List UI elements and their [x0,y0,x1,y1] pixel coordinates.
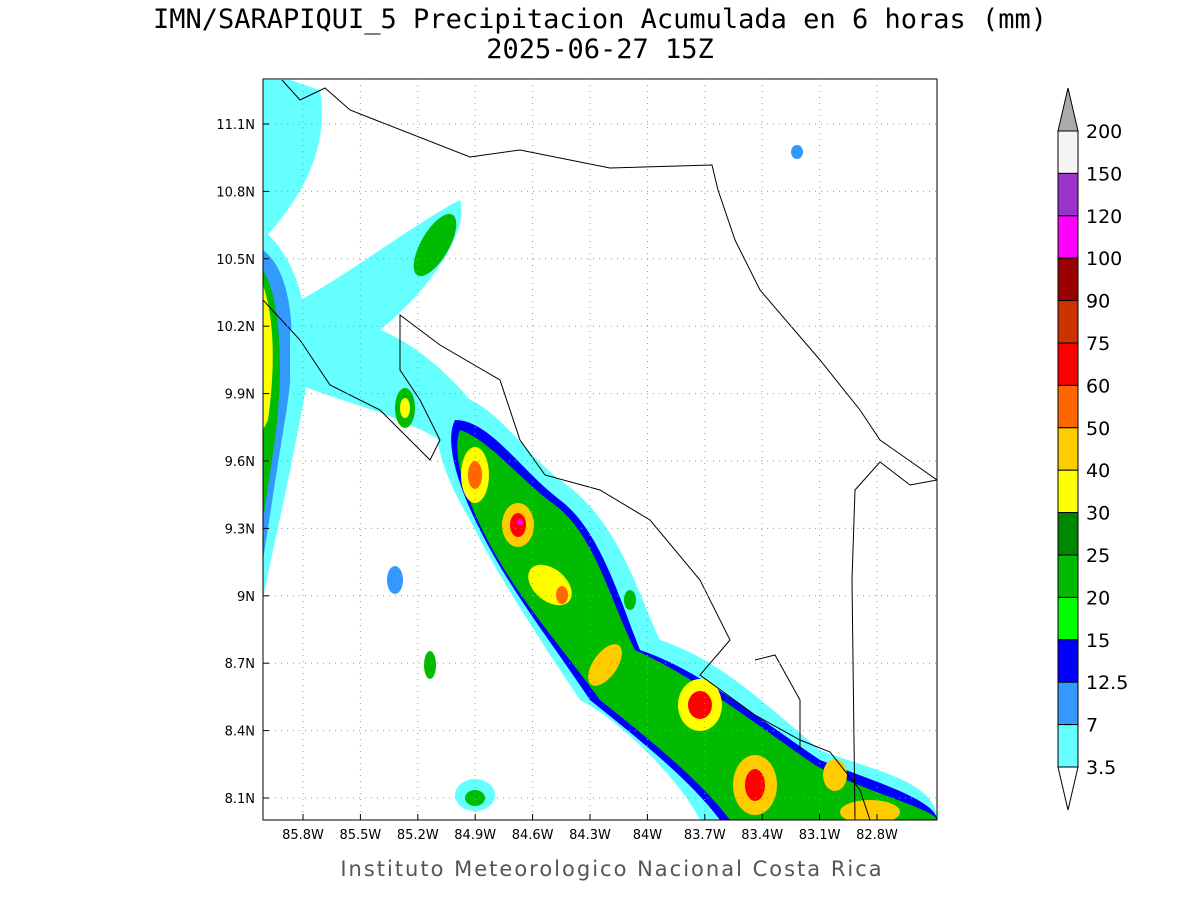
lon-label: 84.9W [454,828,496,843]
subtitle: 2025-06-27 15Z [486,34,714,65]
colorbar-label: 30 [1086,503,1110,525]
colorbar-under [1057,766,1079,811]
colorbar-label: 20 [1086,587,1110,609]
lat-label: 11.1N [216,118,255,133]
lat-label: 8.7N [225,657,255,672]
colorbar-label: 120 [1086,206,1122,228]
colorbar-label: 7 [1086,715,1098,737]
colorbar-box [1057,172,1079,217]
lon-label: 84.3W [569,828,611,843]
map-frame [262,78,938,821]
lat-label: 9.6N [225,455,255,470]
lat-label: 10.2N [216,320,255,335]
colorbar-box [1057,130,1079,174]
lat-label: 8.4N [225,725,255,740]
colorbar-box [1057,342,1079,386]
colorbar-label: 15 [1086,630,1110,652]
colorbar-label: 100 [1086,248,1122,270]
colorbar-label: 90 [1086,291,1110,313]
lat-label: 9.9N [225,388,255,403]
colorbar-label: 25 [1086,545,1110,567]
colorbar-box [1057,512,1079,556]
colorbar-box [1057,681,1079,726]
colorbar-label: 60 [1086,375,1110,397]
lat-label: 9.3N [225,522,255,537]
colorbar-box [1057,724,1079,768]
colorbar-box [1057,554,1079,598]
title: IMN/SARAPIQUI_5 Precipitacion Acumulada … [153,4,1047,35]
graticule: 85.8W 85.5W 85.2W 84.9W 84.6W 84.3W 84W 83.7W 83… [216,79,937,843]
lat-label: 8.1N [225,792,255,807]
lon-label: 85.5W [339,828,381,843]
lon-label: 83.4W [741,828,783,843]
lon-label: 83.7W [684,828,726,843]
lon-label: 83.1W [799,828,841,843]
colorbar-label: 40 [1086,460,1110,482]
lat-label: 10.8N [216,185,255,200]
colorbar-box [1057,384,1079,429]
colorbar-label: 200 [1086,121,1122,143]
lon-label: 84W [633,828,663,843]
colorbar-box [1057,215,1079,259]
colorbar-label: 12.5 [1086,672,1128,694]
colorbar-label: 75 [1086,333,1110,355]
colorbar-over [1057,87,1079,132]
colorbar-box [1057,596,1079,641]
colorbar-box [1057,639,1079,683]
colorbar-box [1057,300,1079,344]
coastlines [263,79,937,820]
colorbar-label: 50 [1086,418,1110,440]
lon-label: 85.8W [282,828,324,843]
precipitation-field [263,80,937,820]
colorbar-box [1057,469,1079,514]
colorbar-label: 150 [1086,163,1122,185]
lat-label: 9N [237,590,255,605]
colorbar-box [1057,257,1079,302]
colorbar: 200 150 120 100 90 75 60 50 40 30 25 20 15 12.5 7 3.5 [1057,87,1128,811]
lon-label: 82.8W [856,828,898,843]
lon-label: 85.2W [397,828,439,843]
footer: Instituto Meteorologico Nacional Costa R… [340,857,883,881]
colorbar-box [1057,427,1079,471]
lat-label: 10.5N [216,253,255,268]
colorbar-label: 3.5 [1086,757,1116,779]
lon-label: 84.6W [512,828,554,843]
